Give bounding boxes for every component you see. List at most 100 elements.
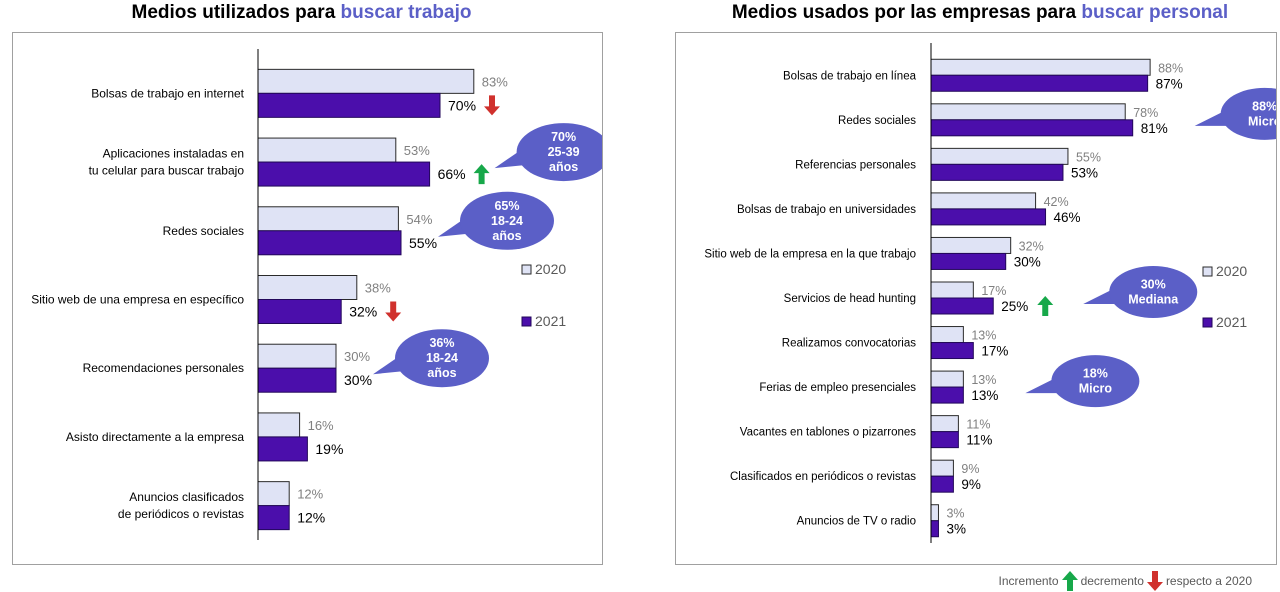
category-label: Asisto directamente a la empresa xyxy=(66,430,244,444)
callout-ellipse xyxy=(1109,266,1198,318)
category-label: Sitio web de una empresa en específico xyxy=(31,293,244,307)
bar-2021 xyxy=(930,74,1149,92)
chart-2-plot: 88%87%Bolsas de trabajo en línea78%81%Re… xyxy=(704,43,1276,543)
bar-2020 xyxy=(257,68,475,94)
category-label: Vacantes en tablones o pizarrones xyxy=(740,427,916,439)
category-label: Bolsas de trabajo en línea xyxy=(783,70,917,82)
bar-2020 xyxy=(930,236,1012,254)
legend-swatch-2020 xyxy=(1202,266,1213,277)
bar-2021 xyxy=(257,230,402,256)
data-label-2020: 11% xyxy=(966,418,990,432)
legend-label-2020: 2020 xyxy=(1216,263,1247,279)
data-label-2020: 53% xyxy=(404,143,430,158)
data-label-2021: 11% xyxy=(966,433,992,448)
callout-text: años xyxy=(427,366,456,380)
bar-2020 xyxy=(930,103,1126,121)
callout-text: 65% xyxy=(494,199,519,213)
legend-swatch-2020 xyxy=(521,264,532,275)
callout-ellipse xyxy=(395,329,489,388)
category-label: Redes sociales xyxy=(838,115,916,127)
bar-2021 xyxy=(930,520,939,538)
bar-2021 xyxy=(257,92,441,118)
data-label-2020: 3% xyxy=(946,507,964,521)
bar-2021 xyxy=(930,431,959,449)
data-label-2021: 66% xyxy=(438,166,466,182)
data-label-2021: 9% xyxy=(961,477,981,492)
bar-2020 xyxy=(930,504,939,522)
category-label: Aplicaciones instaladas en xyxy=(103,147,244,161)
callout-ellipse xyxy=(1220,87,1276,140)
chart-1-panel: 83% 70% Bolsas de trabajo en internet 53% 66… xyxy=(12,32,603,565)
bar-2021 xyxy=(257,161,431,187)
data-label-2021: 25% xyxy=(1001,299,1028,314)
legend: 2020 2021 xyxy=(521,261,566,329)
data-label-2021: 3% xyxy=(946,522,966,537)
callout-bubble: 30%Mediana xyxy=(1083,266,1198,318)
arrow-up-icon xyxy=(1061,571,1078,591)
data-label-2021: 46% xyxy=(1054,210,1081,225)
data-label-2020: 55% xyxy=(1076,150,1101,164)
bar-2020 xyxy=(257,137,397,163)
data-label-2020: 88% xyxy=(1158,61,1183,75)
chart-1-title-prefix: Medios utilizados para xyxy=(131,2,336,23)
legend-swatch-2021 xyxy=(521,316,532,327)
footer-legend: Incremento decremento respecto a 2020 xyxy=(999,571,1252,591)
chart-2-panel: 88% 87% Bolsas de trabajo en línea 78% 81% Re… xyxy=(675,32,1277,565)
chart-1-title-highlight: buscar trabajo xyxy=(340,2,472,23)
data-label-2020: 32% xyxy=(1019,239,1044,253)
bar-2020 xyxy=(930,58,1151,76)
callout-text: 36% xyxy=(429,336,454,350)
data-label-2021: 30% xyxy=(1014,254,1041,269)
data-label-2020: 17% xyxy=(981,284,1006,298)
data-label-2020: 9% xyxy=(961,462,979,476)
category-label: Ferias de empleo presenciales xyxy=(759,382,916,394)
category-label: Realizamos convocatorias xyxy=(782,338,916,350)
category-label: Anuncios de TV o radio xyxy=(797,516,916,528)
callout-bubble: 18%Micro xyxy=(1025,355,1140,408)
callout-text: 18% xyxy=(1083,367,1108,381)
data-label-2021: 12% xyxy=(297,510,325,526)
callout-text: años xyxy=(549,160,578,174)
bar-2021 xyxy=(930,163,1064,181)
bar-2020 xyxy=(257,206,399,232)
bar-2021 xyxy=(930,342,974,360)
data-label-2020: 83% xyxy=(482,74,508,89)
category-label: Bolsas de trabajo en internet xyxy=(91,86,244,100)
arrow-down-icon xyxy=(385,301,402,322)
category-label: tu celular para buscar trabajo xyxy=(89,164,245,178)
chart-2-title: Medios usados por las empresas para busc… xyxy=(680,2,1280,24)
footer-decrement-label: decremento xyxy=(1080,574,1144,588)
data-label-2021: 87% xyxy=(1156,76,1183,91)
callout-ellipse xyxy=(1051,355,1140,408)
callout-text: Micro xyxy=(1248,114,1276,128)
bar-2020 xyxy=(930,415,959,433)
bar-2021 xyxy=(930,475,954,493)
data-label-2021: 32% xyxy=(349,304,377,320)
arrow-down-icon xyxy=(484,95,500,116)
arrow-down-icon xyxy=(1146,571,1163,591)
category-label: Referencias personales xyxy=(795,159,916,171)
arrow-up-icon xyxy=(473,164,490,185)
category-label: Clasificados en periódicos o revistas xyxy=(730,471,916,483)
category-label: de periódicos o revistas xyxy=(118,507,244,521)
bar-2020 xyxy=(930,326,964,344)
chart-2-title-prefix: Medios usados por las empresas para xyxy=(731,2,1077,23)
data-label-2020: 13% xyxy=(971,373,996,387)
footer-increment-label: Incremento xyxy=(998,574,1059,588)
bar-2021 xyxy=(930,252,1007,270)
bar-2020 xyxy=(930,281,974,299)
data-label-2021: 19% xyxy=(315,441,343,457)
bar-2021 xyxy=(257,299,342,324)
callout-ellipse xyxy=(516,123,602,182)
data-label-2020: 12% xyxy=(297,487,323,502)
bar-2020 xyxy=(257,343,337,369)
bar-2020 xyxy=(930,370,964,388)
data-label-2020: 16% xyxy=(308,418,334,433)
callout-ellipse xyxy=(460,191,554,250)
category-label: Redes sociales xyxy=(163,224,244,238)
data-label-2021: 81% xyxy=(1141,121,1168,136)
bar-2021 xyxy=(257,505,290,531)
